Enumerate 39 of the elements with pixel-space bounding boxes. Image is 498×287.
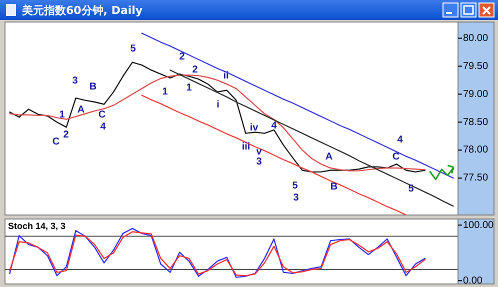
annotation: 5 bbox=[292, 180, 298, 192]
annotation: B bbox=[330, 182, 338, 193]
y-tick-label: 79.50 bbox=[463, 60, 488, 72]
line-series bbox=[141, 32, 454, 179]
annotation: A bbox=[325, 152, 333, 163]
annotation: 3 bbox=[256, 156, 262, 168]
y-tick-label: 78.50 bbox=[463, 116, 488, 128]
y-tick-label: 79.00 bbox=[463, 88, 488, 100]
annotation: B bbox=[89, 82, 97, 93]
line-series bbox=[141, 94, 407, 215]
y-tick-label: 77.50 bbox=[463, 172, 488, 184]
y-tick-label: 78.00 bbox=[463, 144, 488, 156]
chart-title: 美元指数60分钟, Daily bbox=[21, 4, 143, 17]
annotation: C bbox=[98, 110, 106, 121]
annotation: iii bbox=[242, 142, 250, 153]
annotation: 5 bbox=[130, 44, 136, 55]
annotation: 4 bbox=[100, 122, 106, 133]
annotation: 4 bbox=[271, 120, 278, 132]
annotation: C bbox=[52, 136, 60, 148]
annotation: 1 bbox=[59, 110, 66, 121]
annotation: C bbox=[392, 152, 400, 163]
annotation: i bbox=[216, 100, 220, 111]
annotation: iv bbox=[250, 122, 259, 134]
annotation: 4 bbox=[397, 134, 404, 146]
y-tick-label: 100.00 bbox=[463, 220, 494, 231]
annotation: A bbox=[77, 104, 85, 116]
annotation: 1 bbox=[162, 86, 168, 98]
annotation: 1 bbox=[186, 82, 192, 94]
annotation: 3 bbox=[293, 192, 300, 204]
annotation: ii bbox=[223, 70, 229, 82]
annotation: 5 bbox=[408, 184, 414, 195]
annotation: 2 bbox=[192, 64, 198, 76]
y-tick-label: 80.00 bbox=[463, 32, 488, 44]
annotation: v bbox=[256, 146, 262, 158]
chart-title: Stoch 14, 3, 3 bbox=[8, 221, 66, 231]
y-tick-label: 0.00 bbox=[463, 275, 483, 286]
annotation: 2 bbox=[63, 130, 70, 141]
annotation: 3 bbox=[72, 76, 78, 87]
annotation: 2 bbox=[179, 52, 186, 63]
